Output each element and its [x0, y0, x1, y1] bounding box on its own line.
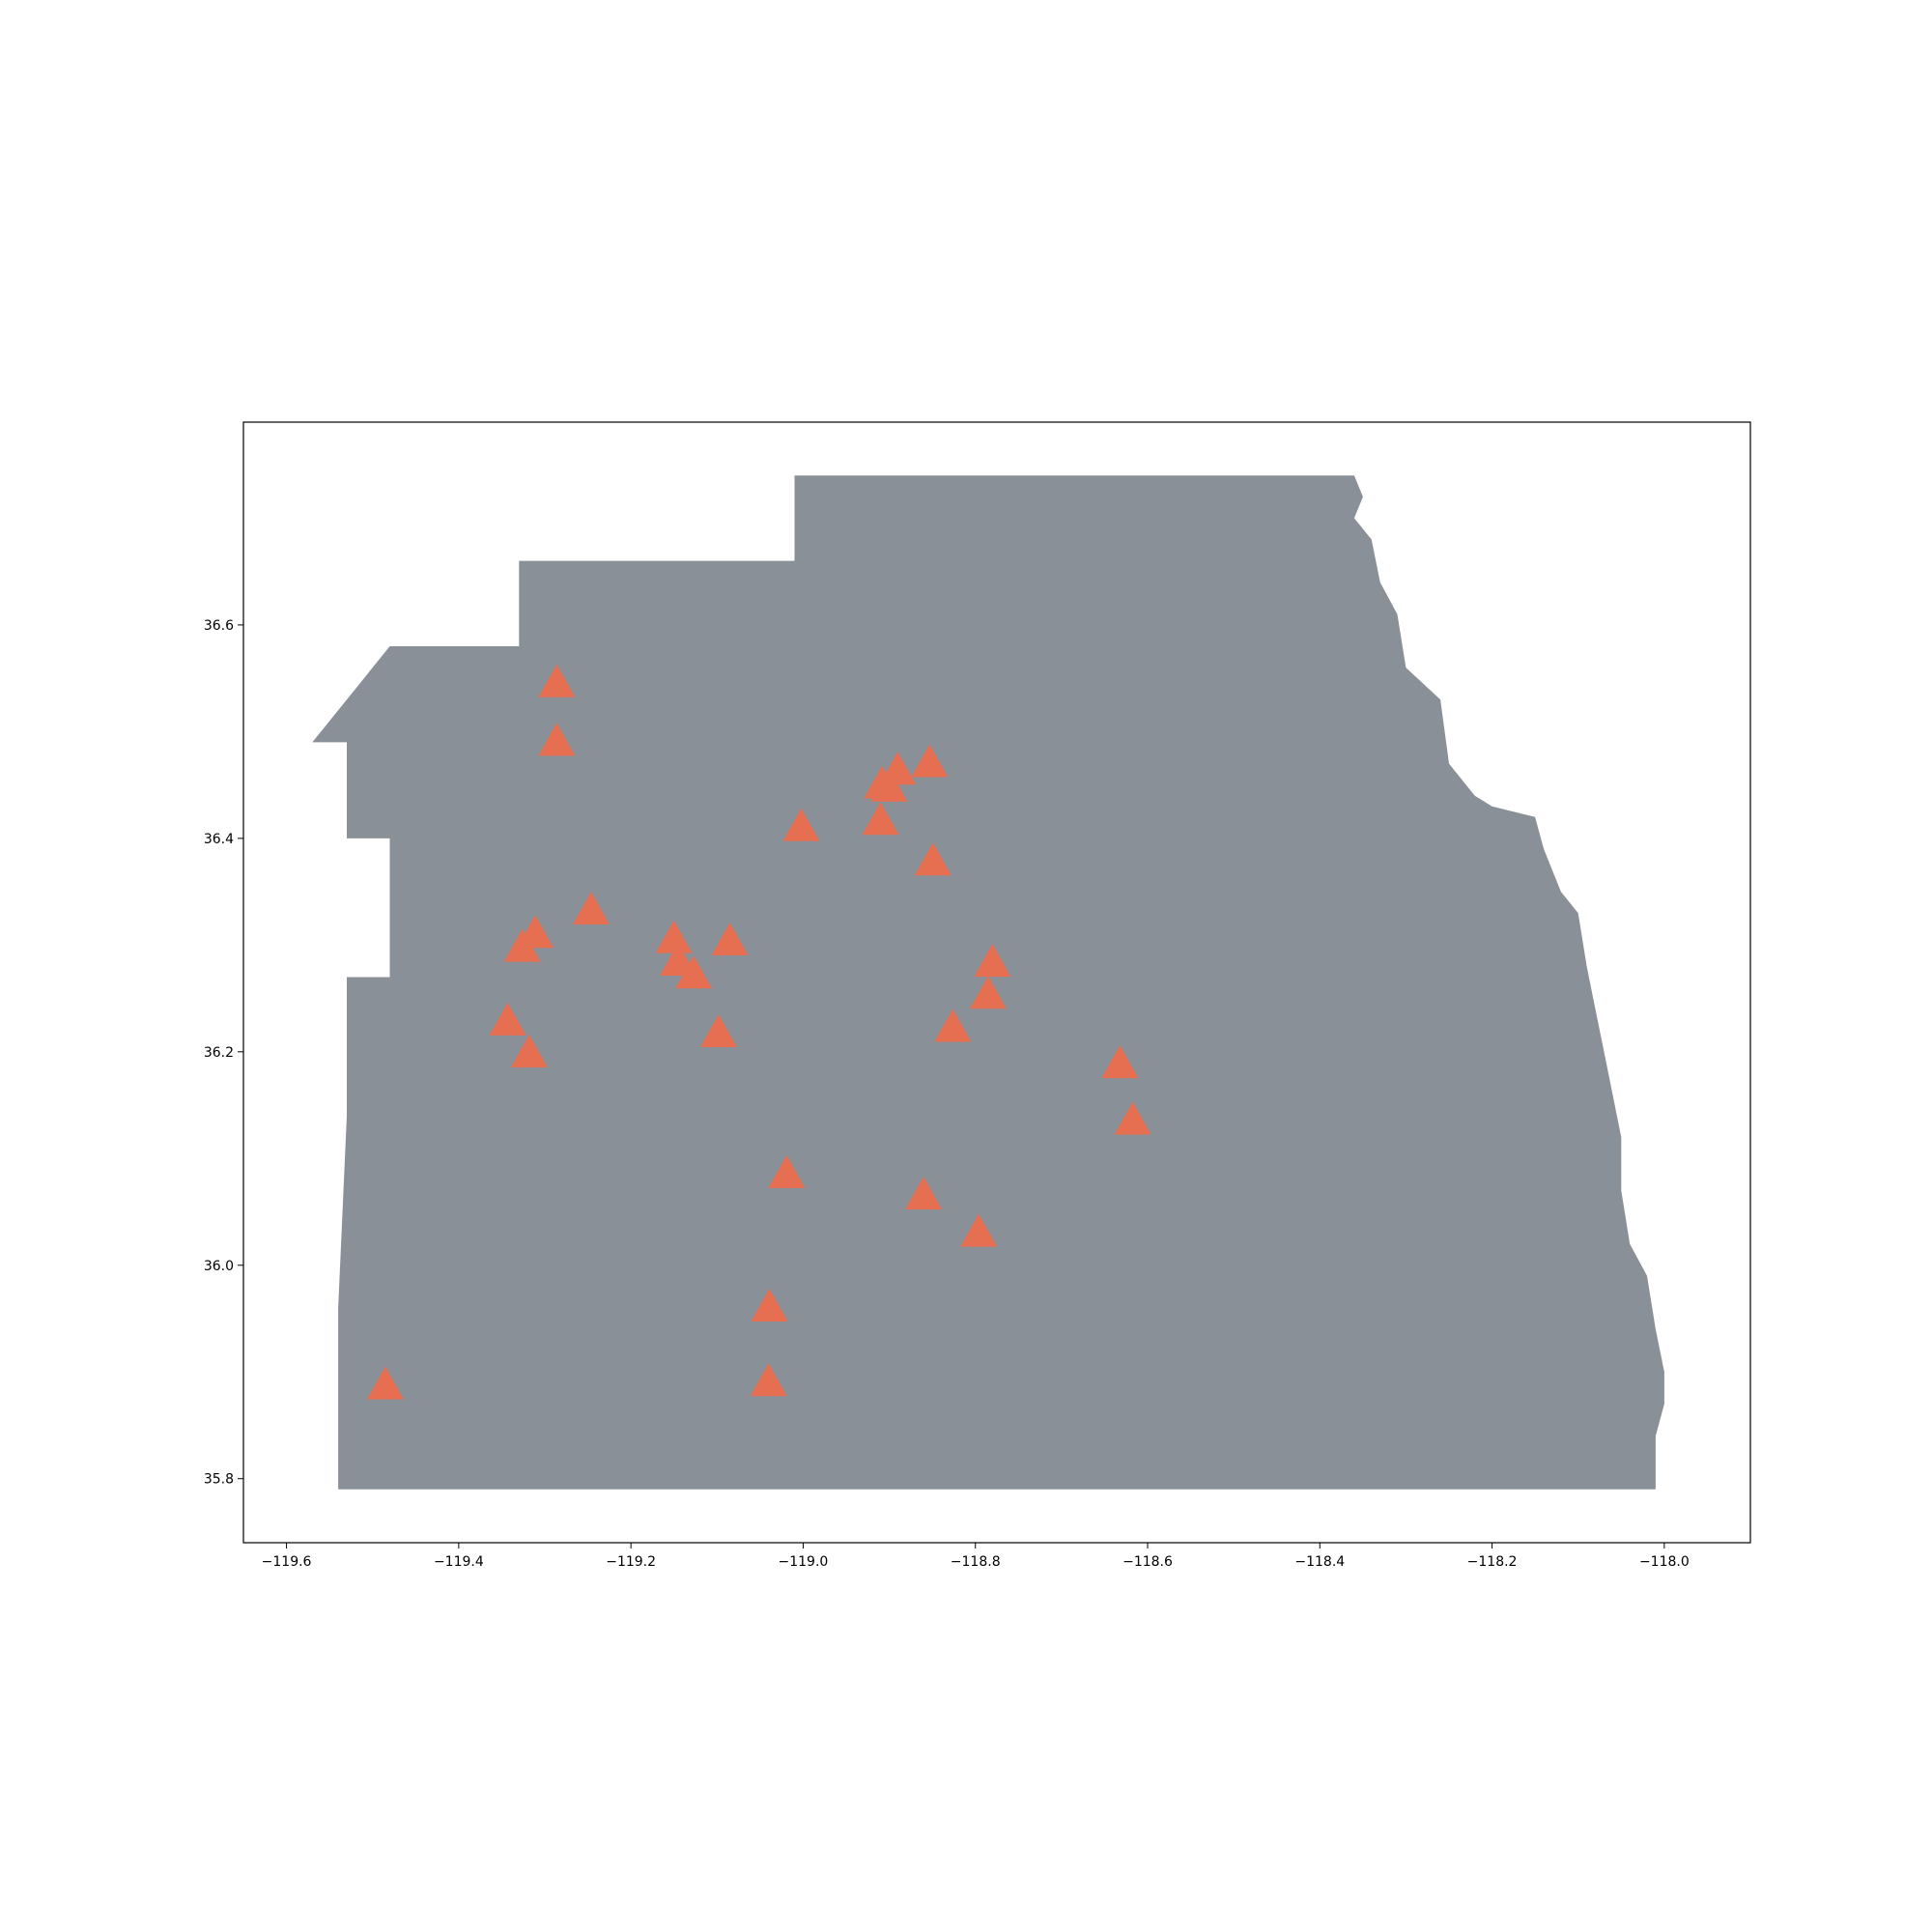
triangle-marker-0 — [538, 664, 576, 697]
x-tick-label-8: −118.0 — [1639, 1554, 1690, 1570]
y-tick-label-3: 36.4 — [204, 832, 234, 847]
y-tick-label-1: 36.0 — [204, 1259, 234, 1274]
triangle-marker-7 — [862, 802, 899, 836]
x-tick-label-1: −119.4 — [434, 1554, 484, 1570]
x-axis: −119.6 −119.4 −119.2 −119.0 −118.8 −118.6 −118… — [262, 1543, 1690, 1570]
triangle-marker-6 — [911, 744, 949, 778]
y-tick-label-0: 35.8 — [204, 1472, 234, 1488]
triangle-marker-27 — [751, 1289, 788, 1321]
triangle-marker-1 — [538, 723, 576, 756]
triangle-marker-12 — [655, 920, 693, 953]
triangle-marker-20 — [511, 1035, 548, 1067]
triangle-marker-15 — [711, 923, 749, 955]
triangle-marker-17 — [970, 976, 1008, 1009]
x-tick-label-6: −118.4 — [1294, 1554, 1345, 1570]
triangle-marker-19 — [489, 1002, 526, 1036]
x-tick-label-3: −119.0 — [779, 1554, 829, 1570]
triangle-marker-11 — [503, 928, 541, 962]
x-tick-label-7: −118.2 — [1467, 1554, 1518, 1570]
axes-frame — [242, 421, 1751, 1544]
y-axis: 35.8 36.0 36.2 36.4 36.6 — [204, 618, 243, 1488]
x-tick-label-2: −119.2 — [606, 1554, 656, 1570]
triangle-marker-29 — [367, 1366, 405, 1400]
triangle-marker-28 — [750, 1363, 787, 1397]
y-tick-label-4: 36.6 — [204, 618, 234, 634]
triangle-marker-9 — [573, 892, 611, 924]
y-tick-label-2: 36.2 — [204, 1045, 234, 1061]
triangle-marker-2 — [782, 808, 820, 841]
triangle-marker-14 — [675, 955, 713, 989]
triangle-marker-8 — [915, 842, 952, 876]
triangle-marker-16 — [974, 944, 1011, 978]
triangle-marker-21 — [700, 1014, 738, 1047]
plot-area — [242, 421, 1751, 1544]
markers-layer — [367, 664, 1151, 1400]
triangle-marker-25 — [905, 1177, 943, 1209]
triangle-marker-24 — [768, 1154, 806, 1188]
triangle-marker-22 — [1101, 1045, 1139, 1079]
x-tick-label-0: −119.6 — [262, 1554, 312, 1570]
x-tick-label-4: −118.8 — [951, 1554, 1001, 1570]
triangle-marker-26 — [960, 1213, 998, 1247]
x-tick-label-5: −118.6 — [1122, 1554, 1173, 1570]
triangle-marker-23 — [1114, 1101, 1151, 1135]
triangle-marker-5 — [870, 768, 908, 802]
triangle-marker-18 — [934, 1009, 972, 1042]
